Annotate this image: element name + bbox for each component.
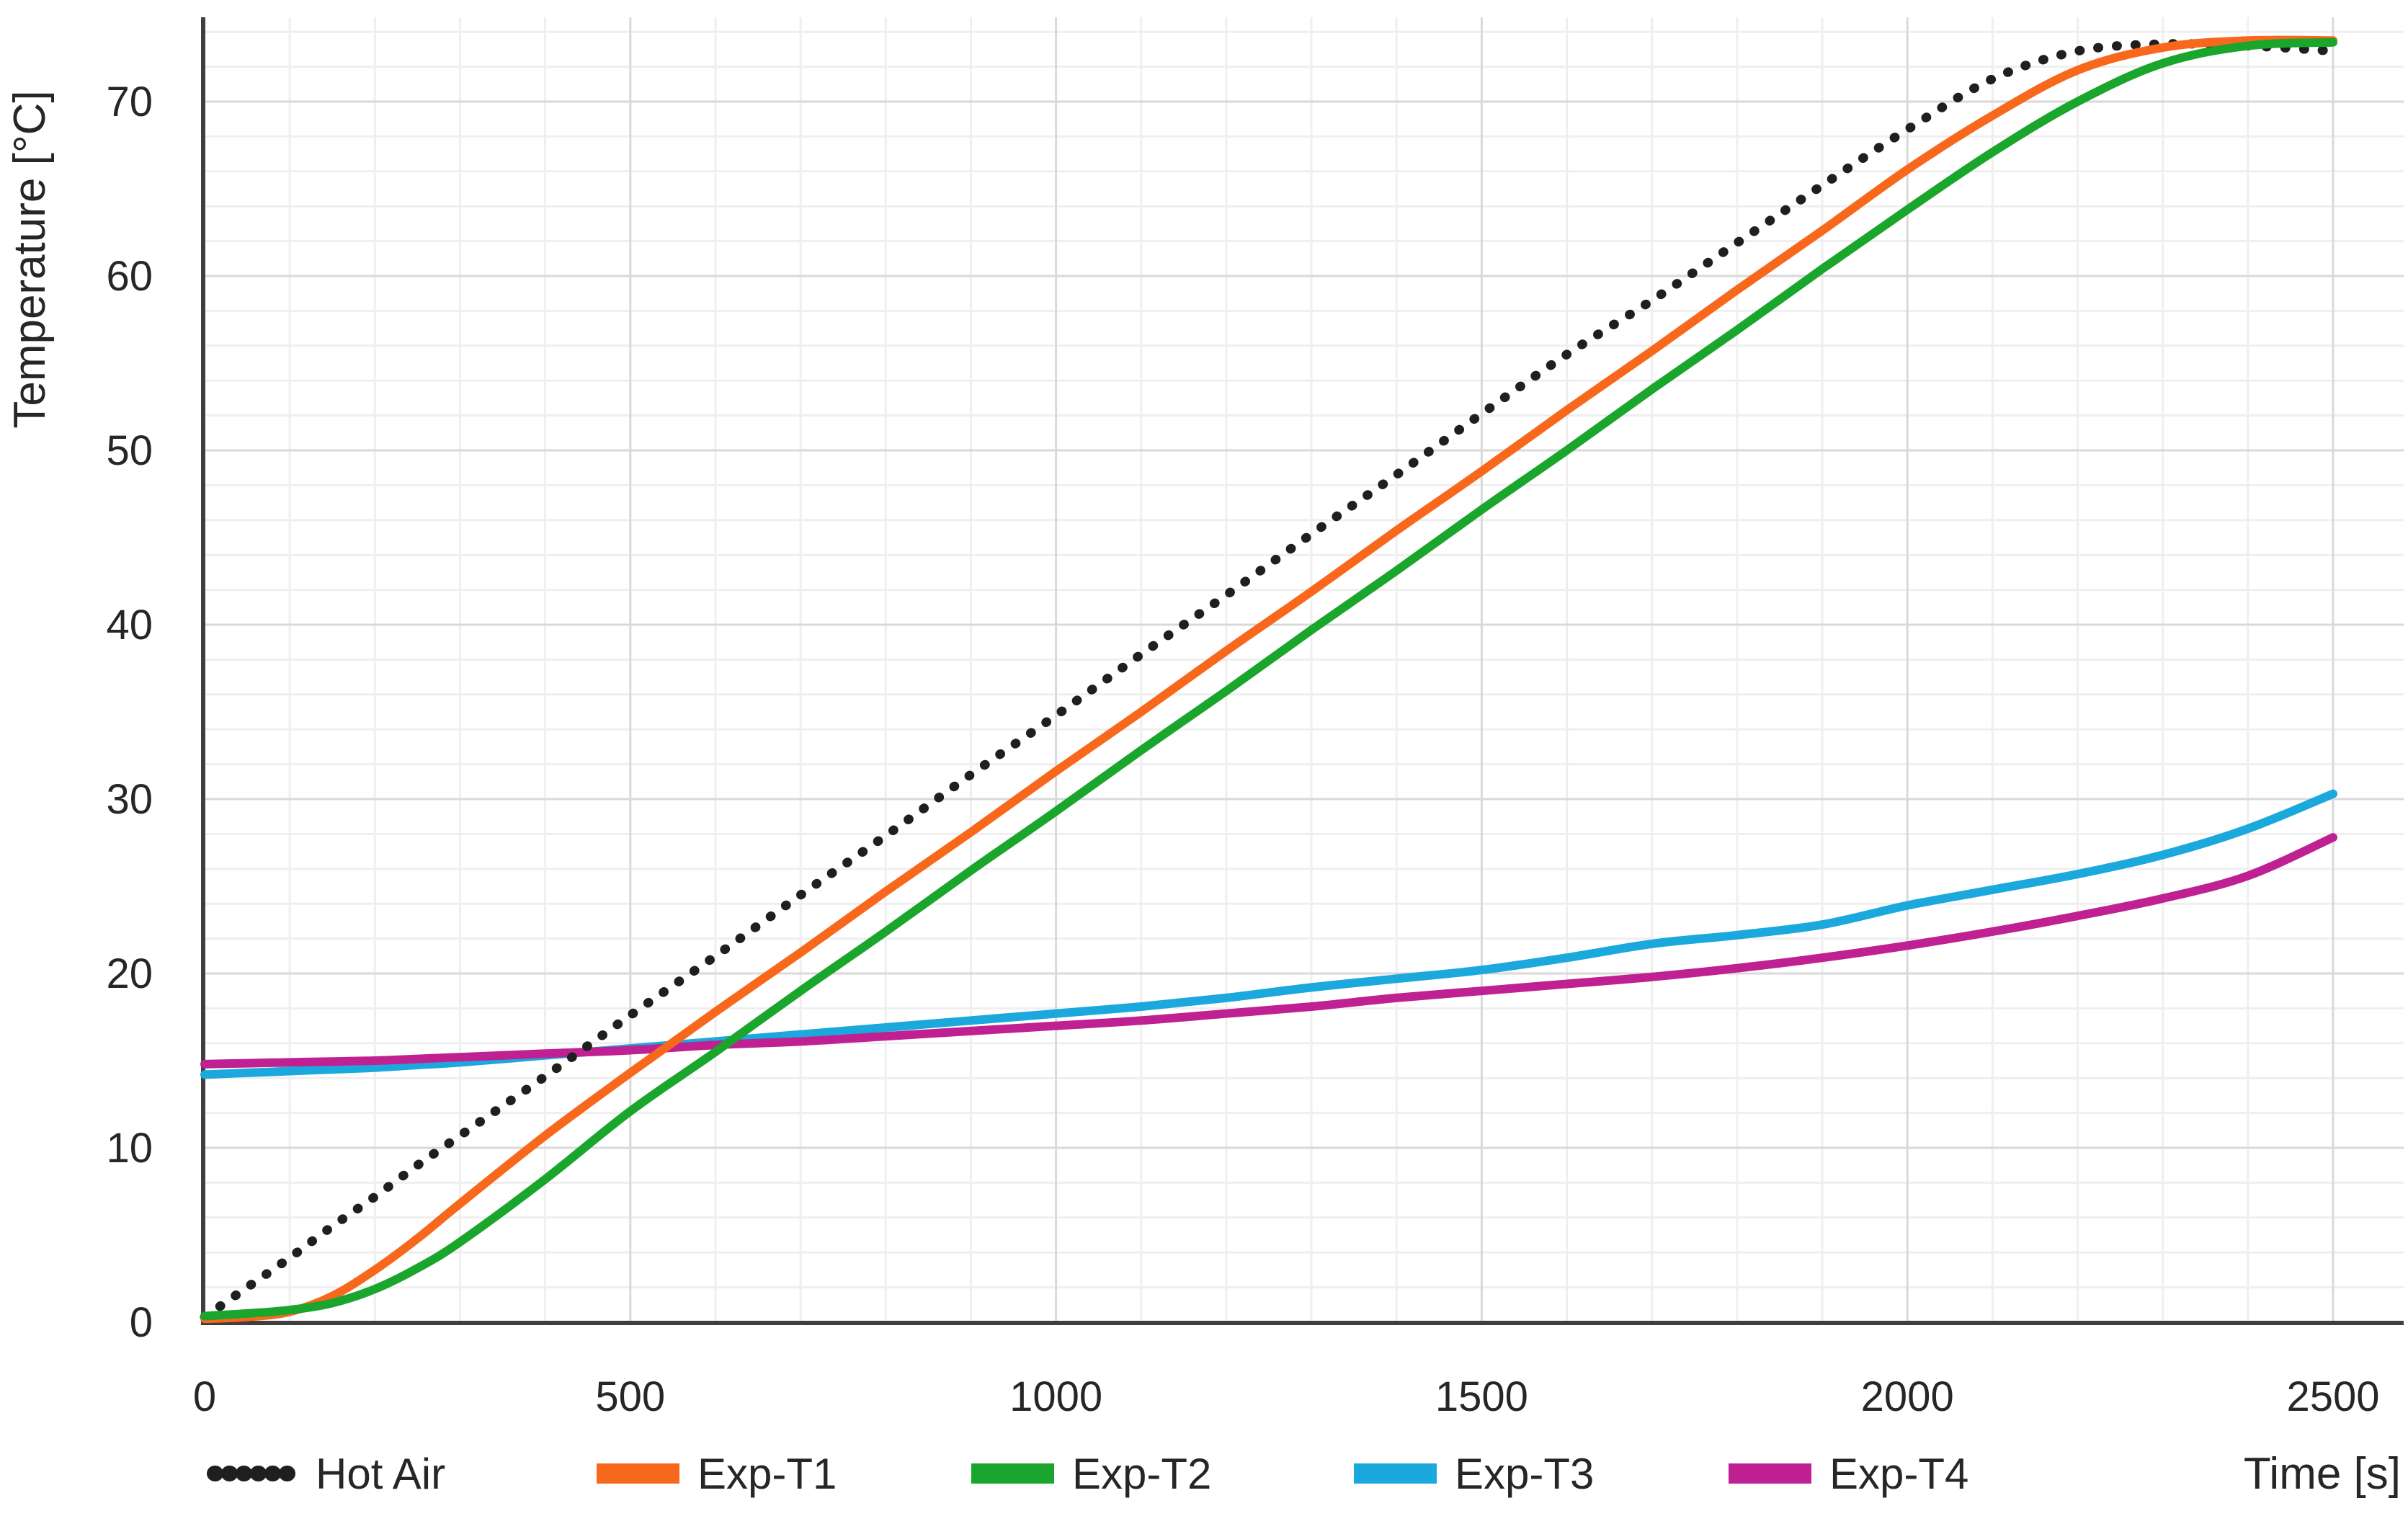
y-tick-label-50: 50 (106, 427, 153, 474)
legend-label-exp-t1: Exp-T1 (697, 1450, 837, 1498)
legend-label-exp-t3: Exp-T3 (1455, 1450, 1594, 1498)
gridlines-minor (203, 17, 2404, 1322)
legend-label-hot-air: Hot Air (316, 1450, 445, 1498)
axes (201, 17, 2404, 1325)
series-line-exp-t2 (200, 37, 2337, 1321)
legend-label-exp-t2: Exp-T2 (1072, 1450, 1211, 1498)
y-tick-label-70: 70 (106, 79, 153, 125)
gridlines-major (203, 17, 2404, 1322)
y-tick-label-30: 30 (106, 776, 153, 823)
legend-item-exp-t2: Exp-T2 (971, 1450, 1211, 1498)
series-line-exp-t4 (200, 833, 2337, 1069)
y-tick-label-60: 60 (106, 253, 153, 300)
y-tick-label-40: 40 (106, 602, 153, 648)
x-tick-label-500: 500 (595, 1373, 665, 1420)
y-axis-title: Temperature [°C] (5, 90, 55, 428)
legend-item-exp-t1: Exp-T1 (597, 1450, 837, 1498)
y-tick-labels: 0 10 20 30 40 50 60 70 (106, 79, 153, 1346)
x-tick-label-1500: 1500 (1435, 1373, 1528, 1420)
x-tick-label-2000: 2000 (1861, 1373, 1954, 1420)
legend-item-exp-t4: Exp-T4 (1729, 1450, 1968, 1498)
x-tick-label-1000: 1000 (1009, 1373, 1102, 1420)
x-axis-title: Time [s] (2244, 1449, 2401, 1499)
x-tick-label-2500: 2500 (2286, 1373, 2379, 1420)
series-line-exp-t1 (200, 35, 2337, 1324)
legend-item-hot-air: Hot Air (207, 1450, 445, 1498)
series-line-hot-air (200, 39, 2338, 1322)
series-line-exp-t3 (200, 789, 2337, 1079)
y-tick-label-0: 0 (130, 1299, 153, 1346)
legend: Hot Air Exp-T1 Exp-T2 Exp-T3 Exp-T4 (207, 1450, 1968, 1498)
x-tick-labels: 0 500 1000 1500 2000 2500 (193, 1373, 2380, 1420)
x-tick-label-0: 0 (193, 1373, 216, 1420)
series-lines (200, 35, 2338, 1324)
y-tick-label-20: 20 (106, 950, 153, 997)
y-tick-label-10: 10 (106, 1125, 153, 1172)
legend-item-exp-t3: Exp-T3 (1354, 1450, 1594, 1498)
legend-label-exp-t4: Exp-T4 (1829, 1450, 1968, 1498)
